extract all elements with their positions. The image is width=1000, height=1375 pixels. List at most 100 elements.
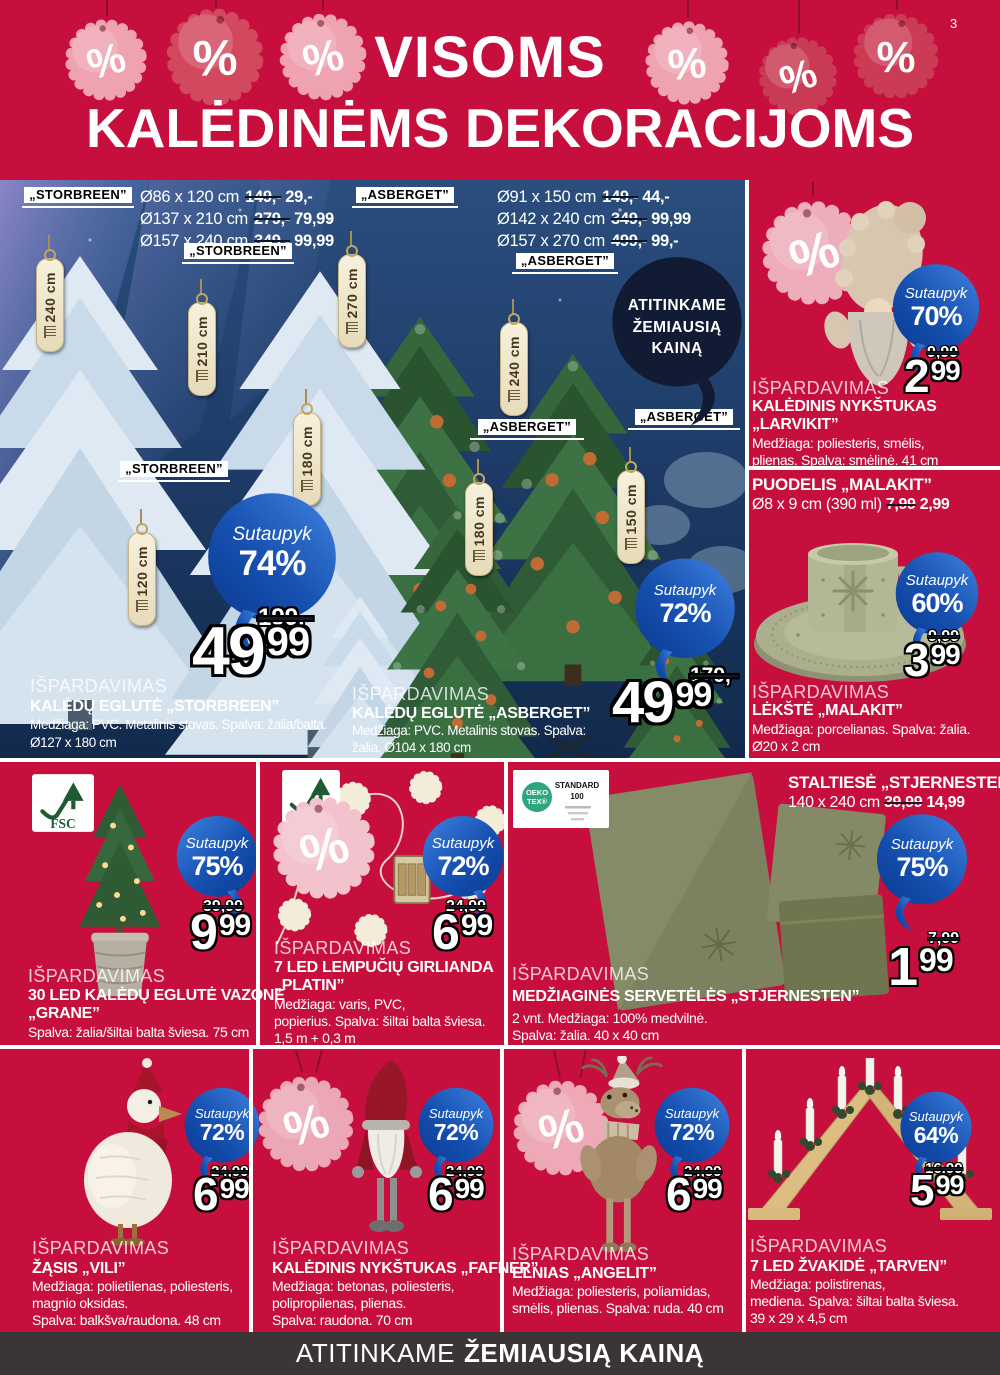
product-desc: Medžiaga: betonas, poliesteris,	[272, 1278, 455, 1294]
divider	[749, 466, 1000, 470]
sale-eyebrow: IŠPARDAVIMAS	[752, 682, 890, 702]
product-title: ŽĄSIS „VILI”	[32, 1260, 126, 1277]
storbreen-size-list: Ø86 x 120 cm 149,- 29,- Ø137 x 210 cm 279,-…	[140, 188, 334, 250]
sale-price: 49 99	[612, 670, 712, 735]
height-tag: 270 cm	[338, 231, 366, 348]
discount-bubble-storbreen: Sutaupyk 74%	[204, 490, 340, 666]
sale-price: 2 99	[904, 350, 961, 402]
tree-tag-storbreen: „STORBREEN”	[118, 460, 230, 482]
product-desc: žalia. Ø104 x 180 cm	[352, 740, 471, 755]
product-desc: Medžiaga: porcelianas. Spalva: žalia.	[752, 721, 971, 737]
sale-price: 6 99	[666, 1168, 723, 1220]
tree-tag-asberget: „ASBERGET”	[470, 418, 584, 440]
discount-bubble-fafner: Sutaupyk 72%	[416, 1086, 496, 1189]
napkins-stjernesten-image	[584, 772, 889, 1012]
height-tag: 240 cm	[36, 235, 64, 352]
product-desc: Medžiaga: PVC. Metalinis stovas. Spalva:	[352, 723, 586, 738]
product-title: KALĖDŲ EGLUTĖ „STORBREEN”	[30, 698, 280, 715]
product-title: KALĖDINIS NYKŠTUKAS „FAFNER”	[272, 1260, 539, 1277]
old-price: 9,99	[928, 628, 960, 645]
height-tag: 180 cm	[293, 389, 321, 506]
product-title: „GRANE”	[28, 1005, 100, 1022]
hero-scene: Ø86 x 120 cm 149,- 29,- Ø137 x 210 cm 279,-…	[0, 180, 745, 758]
sale-price: 6 99	[432, 904, 493, 960]
height-tag: 150 cm	[617, 447, 645, 564]
product-title: LĖKŠTĖ „MALAKIT”	[752, 702, 903, 719]
divider	[504, 762, 508, 1045]
elk-angelit-image	[580, 1056, 663, 1253]
product-title: 7 LED ŽVAKIDĖ „TARVEN”	[750, 1258, 947, 1275]
oeko-tex-label: OEKO TEX® STANDARD 100	[513, 770, 609, 828]
banner-bold-text: ŽEMIAUSIĄ KAINĄ	[464, 1338, 705, 1368]
product-desc: 39 x 29 x 4,5 cm	[750, 1310, 848, 1326]
discount-bubble-asberget: Sutaupyk 72%	[632, 556, 738, 693]
product-desc: plienas. Spalva: smėlinė. 41 cm	[752, 452, 939, 468]
fsc-text: FSC	[50, 816, 75, 831]
tree-tag-asberget: „ASBERGET”	[352, 186, 458, 208]
sale-price: 49 99	[192, 613, 310, 689]
old-price: 24,99	[446, 1163, 484, 1180]
product-desc: Medžiaga: varis, PVC,	[274, 996, 406, 1012]
ruler-icon	[625, 538, 637, 551]
product-title: PUODELIS „MALAKIT”	[752, 475, 932, 494]
discount-bubble-vili: Sutaupyk 72%	[182, 1086, 262, 1189]
sale-eyebrow: IŠPARDAVIMAS	[30, 676, 168, 696]
product-title: 7 LED LEMPUČIŲ GIRLIANDA	[274, 959, 494, 976]
divider	[249, 1049, 253, 1332]
ruler-icon	[196, 370, 208, 383]
sale-eyebrow: IŠPARDAVIMAS	[274, 938, 412, 958]
price-match-banner: ATITINKAME ŽEMIAUSIĄ KAINĄ	[0, 1332, 1000, 1375]
tree-tag-storbreen: „STORBREEN”	[182, 242, 294, 264]
sale-price: 5 99	[910, 1166, 965, 1215]
old-price: 9,99	[927, 344, 959, 361]
tree-tag-asberget: „ASBERGET”	[512, 252, 618, 274]
potted-tree-grane-image	[79, 783, 161, 997]
page-title-line2: KALĖDINĖMS DEKORACIJOMS	[85, 97, 915, 159]
old-price: 39,99	[203, 898, 244, 915]
height-tag: 180 cm	[465, 459, 493, 576]
product-desc: Ø20 x 2 cm	[752, 738, 821, 754]
sale-eyebrow: IŠPARDAVIMAS	[750, 1236, 888, 1256]
discount-bubble-grane: Sutaupyk 75%	[174, 814, 260, 925]
page-number: 3	[950, 16, 958, 31]
ruler-icon	[301, 480, 313, 493]
sale-eyebrow: IŠPARDAVIMAS	[752, 378, 890, 398]
product-subline: 140 x 240 cm 39,99 14,99	[788, 794, 965, 811]
product-desc: Medžiaga: PVC. Metalinis stovas. Spalva:…	[30, 717, 327, 732]
oeko-brand-2: TEX®	[527, 797, 548, 806]
sale-eyebrow: IŠPARDAVIMAS	[352, 684, 490, 704]
discount-bubble-stjernesten: Sutaupyk 75%	[874, 812, 970, 936]
product-desc: polipropilenas, plienas.	[272, 1295, 407, 1311]
product-desc: Spalva: raudona. 70 cm	[272, 1312, 413, 1328]
old-price: 7,99	[928, 930, 960, 947]
ruler-icon	[473, 550, 485, 563]
old-price: 179,-	[690, 664, 738, 687]
product-desc: popierius. Spalva: šiltai balta šviesa.	[274, 1013, 486, 1029]
height-tag: 120 cm	[128, 509, 156, 626]
product-desc: Medžiaga: polietilenas, poliesteris,	[32, 1278, 233, 1294]
fsc-logo: FSC	[32, 774, 94, 832]
divider	[0, 1045, 1000, 1049]
sale-eyebrow: IŠPARDAVIMAS	[512, 1244, 650, 1264]
product-title: 30 LED KALĖDŲ EGLUTĖ VAZONE	[28, 987, 285, 1004]
sale-eyebrow: IŠPARDAVIMAS	[32, 1238, 170, 1258]
product-title: KALĖDINIS NYKŠTUKAS	[752, 398, 937, 415]
discount-bubble-malakit: Sutaupyk 60%	[893, 550, 981, 664]
header: VISOMS KALĖDINĖMS DEKORACIJOMS 3	[0, 0, 1000, 180]
product-title: MEDŽIAGINĖS SERVETĖLĖS „STJERNESTEN”	[512, 988, 860, 1005]
product-desc: 1,5 m + 0,3 m	[274, 1030, 356, 1046]
discount-bubble-larvikit: Sutaupyk 70%	[890, 262, 982, 381]
old-price: 16,99	[925, 1160, 963, 1177]
banner-regular-text: ATITINKAME	[295, 1338, 456, 1368]
product-title: „LARVIKIT”	[752, 416, 839, 433]
sale-price: 9 99	[190, 904, 251, 960]
product-desc: Spalva: balkšva/raudona. 48 cm	[32, 1312, 221, 1328]
price-match-bubble: ATITINKAME ŽEMIAUSIĄ KAINĄ	[608, 254, 745, 432]
asberget-size-list: Ø91 x 150 cm 149,- 44,- Ø142 x 240 cm 349,-…	[497, 188, 691, 250]
goose-vili-image	[84, 1058, 182, 1246]
old-price: 24,99	[684, 1163, 722, 1180]
tree-tag-storbreen: „STORBREEN”	[22, 186, 134, 208]
divider	[742, 1049, 746, 1332]
product-desc: smėlis, plienas. Spalva: ruda. 40 cm	[512, 1300, 724, 1316]
oeko-brand-1: OEKO	[526, 788, 548, 797]
